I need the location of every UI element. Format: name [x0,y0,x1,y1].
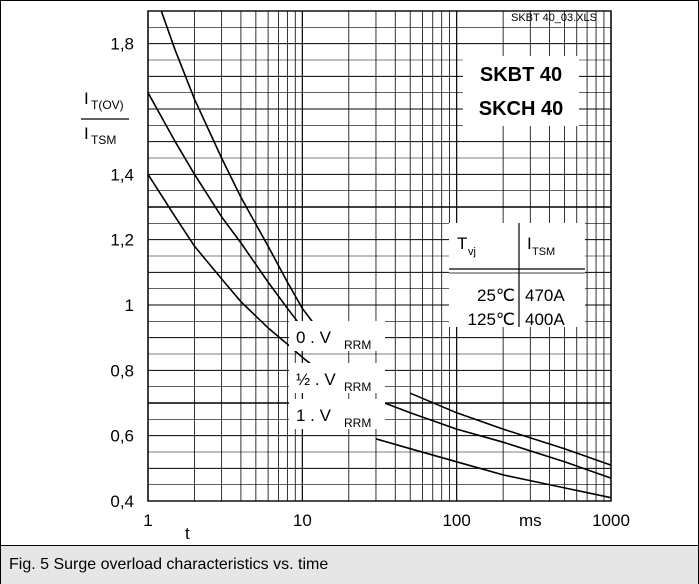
table-header: T [457,234,467,253]
device-label-box [463,56,579,126]
series-label: 1 . V [296,406,332,425]
series-label-sub: RRM [344,338,371,352]
y-tick-label: 1 [125,296,134,315]
table-cell-temp: 25℃ [477,286,515,305]
y-axis-label-denominator: I [84,124,89,143]
table-header-sub: vj [468,246,476,258]
y-tick-label: 0,4 [110,492,134,511]
plot-frame [147,10,612,502]
param-table-bg [449,223,585,327]
series-curve-right [375,398,612,479]
series-label-sub: RRM [344,380,371,394]
y-tick-label: 0,6 [110,427,134,446]
y-axis-label-numerator-sub: T(OV) [91,98,124,112]
series-label-box [289,399,385,429]
device-label: SKCH 40 [479,98,563,120]
series-label-sub: RRM [344,416,371,430]
y-tick-label: 1,2 [110,231,134,250]
x-tick-label: 1 [143,511,152,530]
table-header-sub: TSM [532,246,555,258]
x-tick-label: 100 [442,511,470,530]
series-label: ½ . V [296,370,336,389]
table-cell-current: 400A [525,310,565,329]
y-axis-label-numerator: I [84,89,89,108]
series-curve-right [375,438,612,499]
series-label: 0 . V [296,328,332,347]
surge-overload-chart: SKBT 40_03.XLS 0,4 0,6 0,8 1 1,2 1,4 1,8 1 10 100… [81,10,630,543]
series-curve-left [160,10,316,326]
figure-caption: Fig. 5 Surge overload characteristics vs… [9,556,329,573]
series-curve-left [147,92,316,342]
y-tick-label: 0,8 [110,361,134,380]
x-tick-label: 1000 [592,511,630,530]
y-tick-label: 1,8 [110,35,134,54]
series-label-box [289,363,385,393]
file-label: SKBT 40_03.XLS [511,12,597,24]
table-cell-temp: 125℃ [468,310,515,329]
y-tick-label: 1,4 [110,165,134,184]
x-unit-label: ms [519,511,542,530]
series-curve-left [147,173,316,368]
x-axis-symbol: t [185,524,190,543]
series-label-box [289,321,385,351]
x-tick-label: 10 [293,511,312,530]
y-axis-label-denominator-sub: TSM [91,133,116,147]
table-cell-current: 470A [525,286,565,305]
caption-bar: Fig. 5 Surge overload characteristics vs… [1,545,698,584]
series-curve-right [409,392,612,466]
table-header: I [527,234,532,253]
device-label: SKBT 40 [480,64,562,86]
